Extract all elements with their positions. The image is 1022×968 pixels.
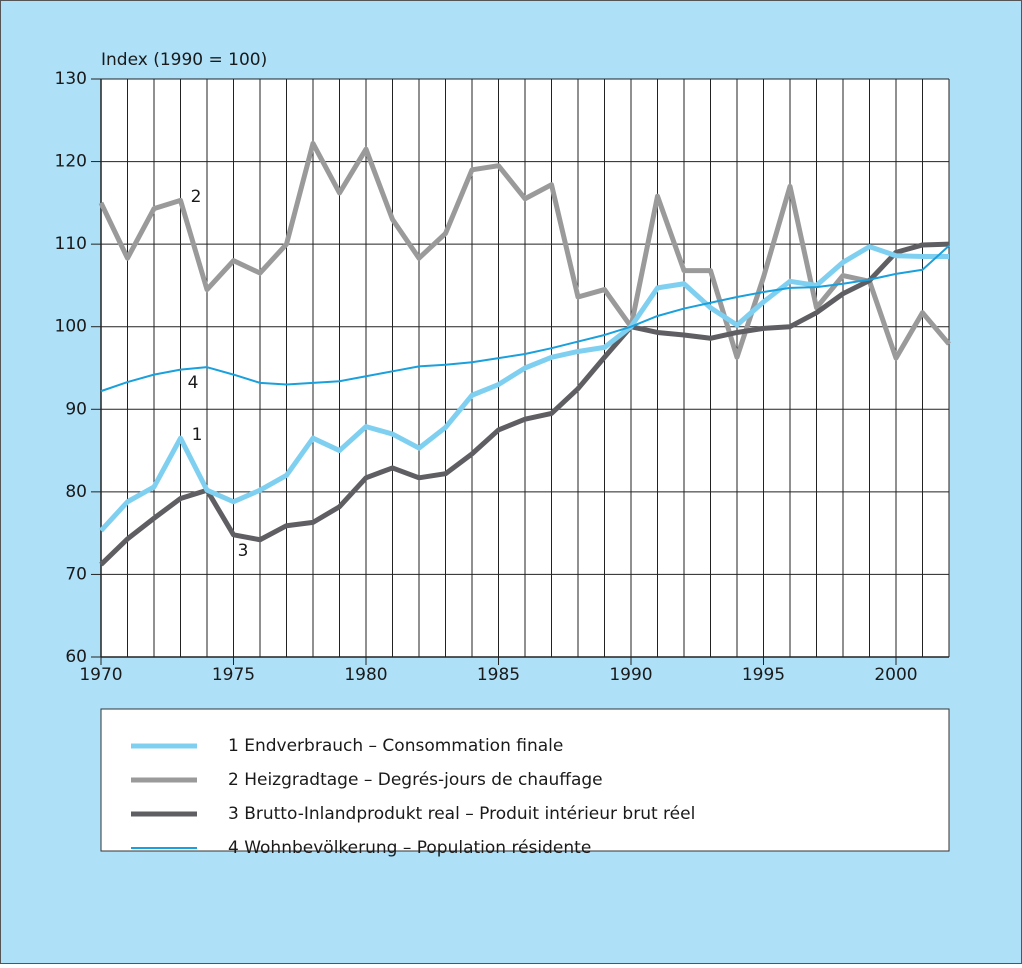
y-tick-label: 100: [55, 317, 87, 337]
x-tick-label: 2000: [874, 665, 917, 685]
y-tick-label: 120: [55, 152, 87, 172]
legend-label: 1 Endverbrauch – Consommation finale: [228, 736, 563, 756]
x-tick-label: 1995: [742, 665, 785, 685]
x-tick-label: 1980: [344, 665, 387, 685]
y-tick-label: 130: [55, 69, 87, 89]
y-tick-label: 60: [65, 647, 87, 667]
y-tick-label: 70: [65, 564, 87, 584]
legend-label: 4 Wohnbevölkerung – Population résidente: [228, 838, 591, 858]
series-line: [100, 245, 950, 393]
annotation: 2: [191, 187, 202, 207]
annotation: 3: [238, 541, 249, 561]
x-tick-label: 1990: [609, 665, 652, 685]
y-tick-label: 110: [55, 234, 87, 254]
legend-box: [100, 708, 950, 852]
y-tick-label: 90: [65, 399, 87, 419]
x-tick-label: 1985: [477, 665, 520, 685]
x-tick-label: 1970: [79, 665, 122, 685]
series-line: [99, 241, 950, 567]
y-axis-label: Index (1990 = 100): [101, 50, 267, 70]
legend-label: 3 Brutto-Inlandprodukt real – Produit in…: [228, 804, 695, 824]
series-line: [99, 244, 949, 533]
annotation: 1: [192, 425, 203, 445]
series-line: [98, 140, 951, 361]
legend-label: 2 Heizgradtage – Degrés-jours de chauffa…: [228, 770, 603, 790]
annotation: 4: [188, 373, 199, 393]
y-tick-label: 80: [65, 482, 87, 502]
x-tick-label: 1975: [212, 665, 255, 685]
